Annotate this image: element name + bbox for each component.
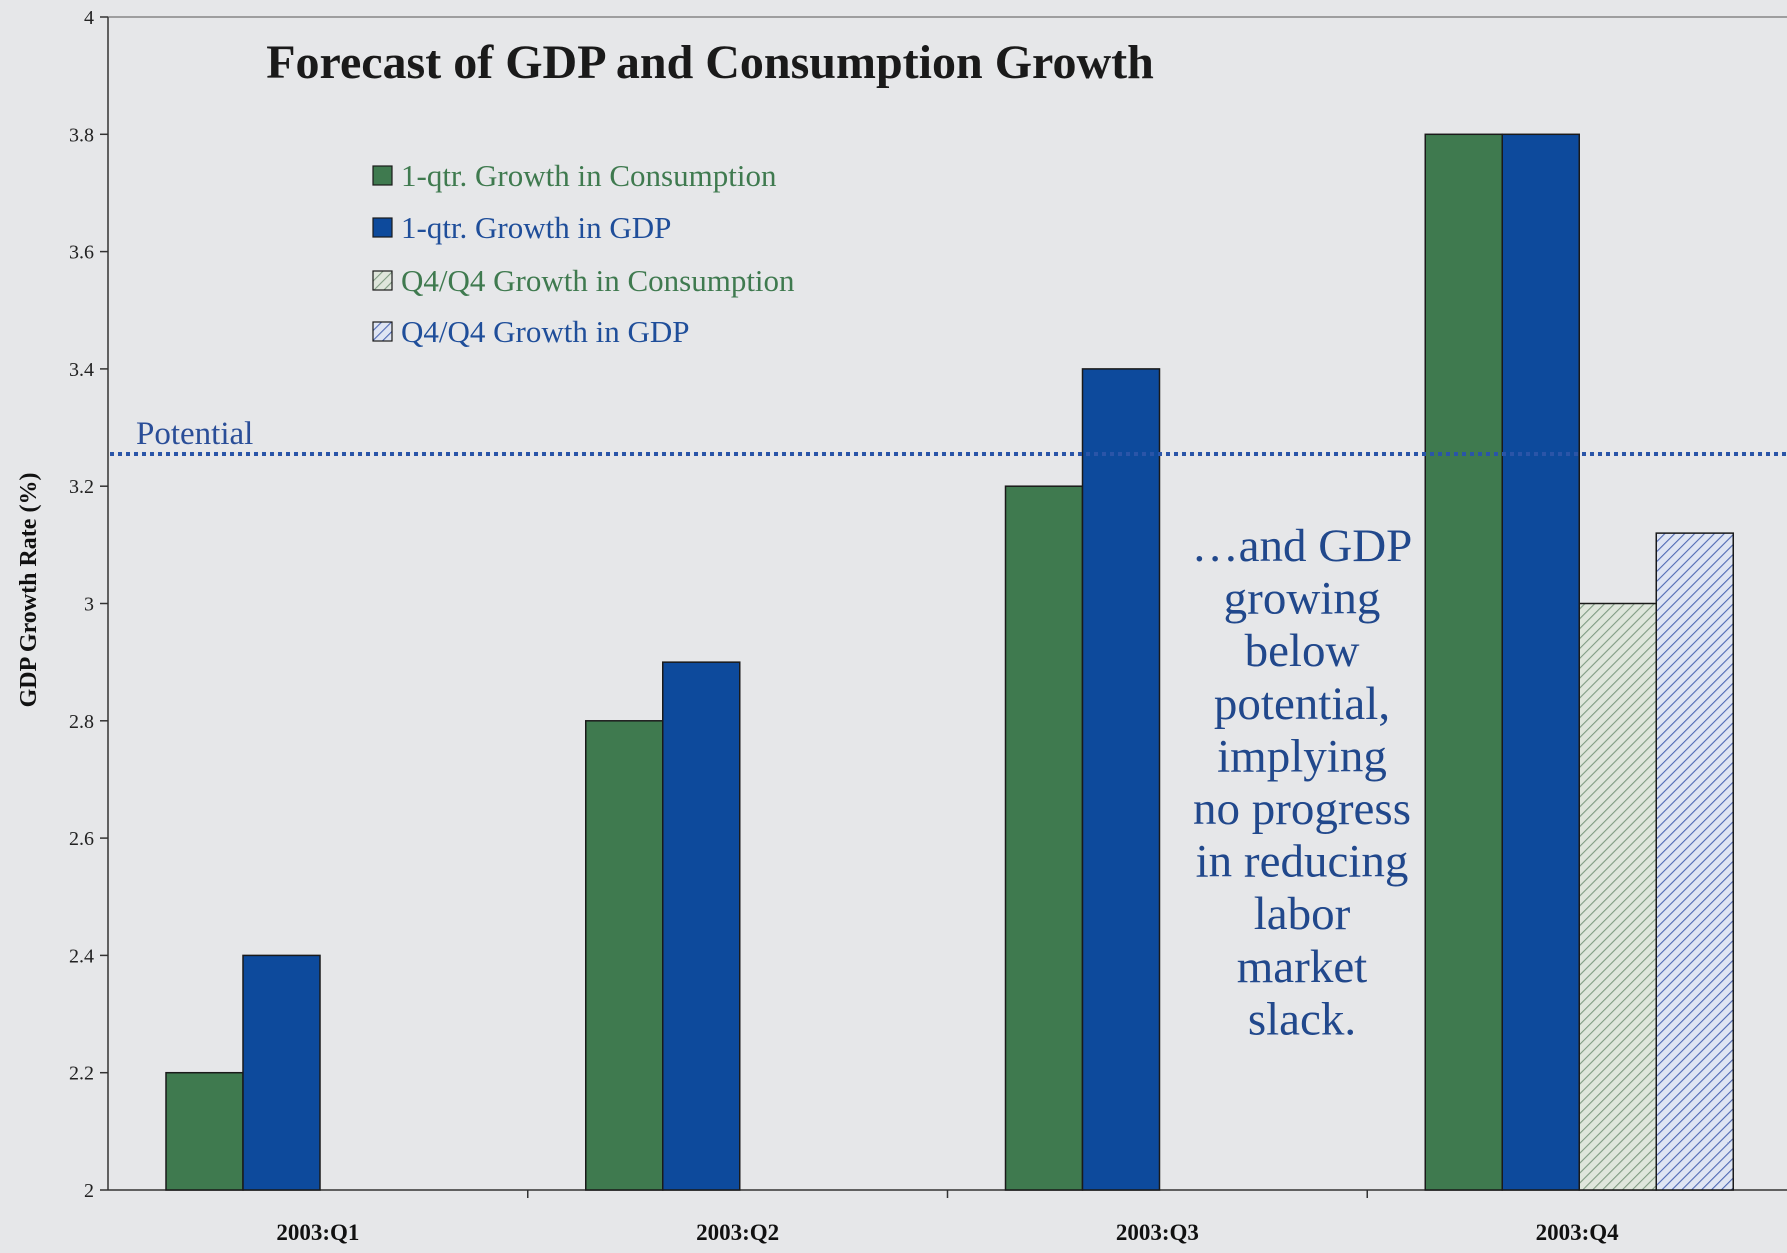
- y-tick-label: 3.6: [69, 242, 94, 264]
- bar-4-2003-q4: [1655, 532, 1734, 1191]
- bar-2-2003-q4: [1501, 133, 1580, 1191]
- y-tick-label: 3: [84, 594, 94, 616]
- legend-label-1: 1-qtr. Growth in Consumption: [401, 158, 777, 193]
- bar-1-2003-q2: [585, 720, 664, 1191]
- chart-title: Forecast of GDP and Consumption Growth: [266, 36, 1154, 89]
- annotation-line: potential,: [1214, 678, 1390, 730]
- y-tick-label: 3.4: [69, 359, 94, 381]
- legend-swatch-4: [372, 321, 393, 342]
- y-tick-label: 2: [84, 1180, 94, 1202]
- bar-2-2003-q2: [662, 661, 741, 1191]
- x-tick-label: 2003:Q1: [276, 1220, 359, 1245]
- y-tick-label: 2.2: [69, 1063, 94, 1085]
- legend-swatch-2: [372, 217, 393, 238]
- bar-3-2003-q4: [1578, 602, 1657, 1191]
- x-tick-label: 2003:Q3: [1116, 1220, 1199, 1245]
- annotation-line: growing: [1224, 573, 1381, 625]
- potential-label: Potential: [136, 416, 253, 452]
- legend-swatch-1: [372, 165, 393, 186]
- bar-2-2003-q1: [242, 954, 321, 1191]
- annotation-line: market: [1237, 941, 1368, 993]
- annotation-line: slack.: [1248, 993, 1356, 1045]
- annotation-line: no progress: [1193, 783, 1411, 835]
- y-tick-label: 2.6: [69, 828, 94, 850]
- annotation-line: in reducing: [1196, 836, 1409, 888]
- y-tick-label: 4: [84, 7, 94, 29]
- annotation-line: …and GDP: [1192, 520, 1413, 572]
- bar-1-2003-q3: [1004, 485, 1084, 1191]
- bar-1-2003-q1: [165, 1071, 244, 1191]
- legend-label-4: Q4/Q4 Growth in GDP: [401, 314, 689, 349]
- y-tick-label: 3.2: [69, 476, 94, 498]
- bar-1-2003-q4: [1424, 133, 1503, 1191]
- bar-2-2003-q3: [1081, 368, 1161, 1191]
- annotation-line: below: [1245, 625, 1360, 677]
- y-tick-label: 3.8: [69, 124, 94, 146]
- legend-label-2: 1-qtr. Growth in GDP: [401, 210, 671, 245]
- legend-label-3: Q4/Q4 Growth in Consumption: [401, 263, 795, 298]
- annotation-line: implying: [1217, 730, 1387, 782]
- y-axis-label: GDP Growth Rate (%): [16, 473, 42, 708]
- y-tick-label: 2.8: [69, 711, 94, 733]
- legend-swatch-3: [372, 270, 393, 291]
- y-tick-label: 2.4: [69, 945, 94, 967]
- x-tick-label: 2003:Q4: [1536, 1220, 1620, 1245]
- x-tick-label: 2003:Q2: [696, 1220, 779, 1245]
- annotation-line: labor: [1254, 888, 1351, 940]
